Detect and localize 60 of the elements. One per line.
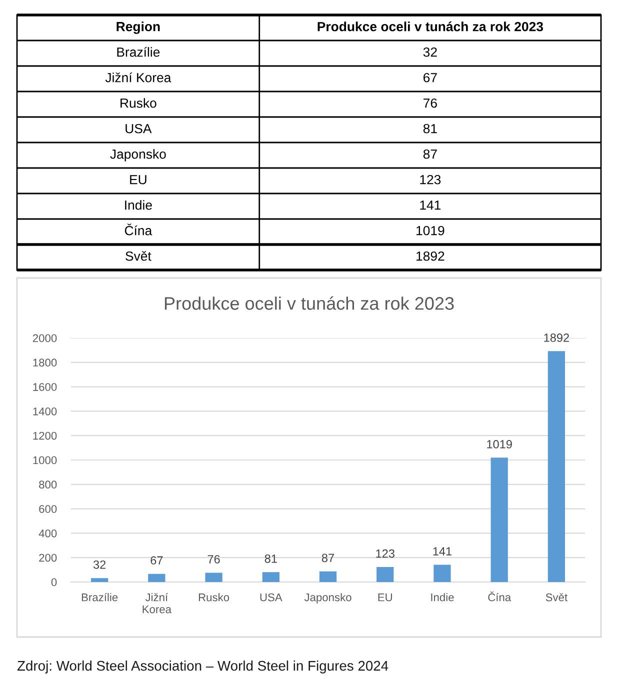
bar [434, 564, 451, 582]
category-label: Jižní Korea [105, 72, 172, 82]
data-label: 1019 [487, 440, 512, 448]
x-tick-label: Svět [546, 593, 568, 602]
bar [90, 578, 108, 582]
x-tick-label: Rusko [198, 593, 230, 602]
data-label: 81 [423, 124, 437, 134]
bar [376, 566, 394, 582]
bar [262, 572, 280, 582]
category-label: Čína [124, 224, 152, 236]
y-tick-label: 800 [39, 480, 57, 489]
bar [548, 351, 566, 582]
y-tick-label: 0 [51, 578, 57, 586]
y-tick-label: 400 [38, 529, 57, 538]
x-tick-label: Čína [488, 591, 512, 602]
text: Zdroj: World Steel Association – World Steel in Figures 2024 [17, 660, 388, 674]
category-label: Indie [125, 200, 152, 210]
data-label: 1892 [416, 251, 444, 261]
text: Produkce oceli v tunách za rok 2023 [318, 21, 544, 32]
data-label: 76 [424, 98, 437, 108]
x-tick-label: Japonsko [304, 593, 352, 604]
x-tick-label: EU [378, 594, 392, 602]
chart-title: Produkce oceli v tunách za rok 2023 [164, 296, 454, 310]
data-label: 87 [423, 149, 437, 159]
y-tick-label: 1200 [33, 432, 57, 440]
data-label: 87 [322, 554, 334, 562]
y-tick-label: 1000 [33, 456, 57, 464]
data-label: 141 [433, 547, 452, 556]
text: Region [116, 22, 160, 34]
category-label: Svět [126, 251, 152, 261]
category-label: Rusko [120, 98, 156, 108]
category-label: USA [126, 124, 152, 134]
data-label: 32 [93, 560, 106, 569]
data-label: 67 [150, 556, 163, 565]
category-label: EU [130, 175, 146, 184]
data-label: 81 [264, 554, 277, 563]
y-tick-label: 1400 [33, 407, 57, 416]
data-label: 32 [423, 47, 437, 57]
y-tick-label: 1800 [33, 358, 57, 367]
y-tick-label: 200 [39, 554, 57, 562]
data-label: 1892 [544, 334, 569, 342]
x-tick-label: Brazílie [82, 592, 118, 602]
data-label: 141 [420, 200, 441, 210]
data-label: 123 [376, 549, 394, 558]
data-label: 1019 [416, 226, 444, 236]
bar [148, 574, 166, 582]
data-label: 67 [424, 72, 437, 82]
y-tick-label: 1600 [33, 383, 57, 391]
x-tick-label: USA [260, 593, 282, 602]
x-tick-label: Jižní Korea [142, 592, 172, 614]
x-tick-label: Indie [431, 593, 454, 602]
bar [490, 458, 508, 582]
category-label: Japonsko [110, 149, 166, 162]
bar [319, 571, 337, 582]
category-label: Brazílie [117, 46, 160, 57]
bar [205, 572, 222, 582]
y-tick-label: 2000 [32, 334, 57, 342]
y-tick-label: 600 [39, 505, 57, 513]
data-label: 123 [420, 174, 441, 184]
data-label: 76 [208, 555, 220, 564]
